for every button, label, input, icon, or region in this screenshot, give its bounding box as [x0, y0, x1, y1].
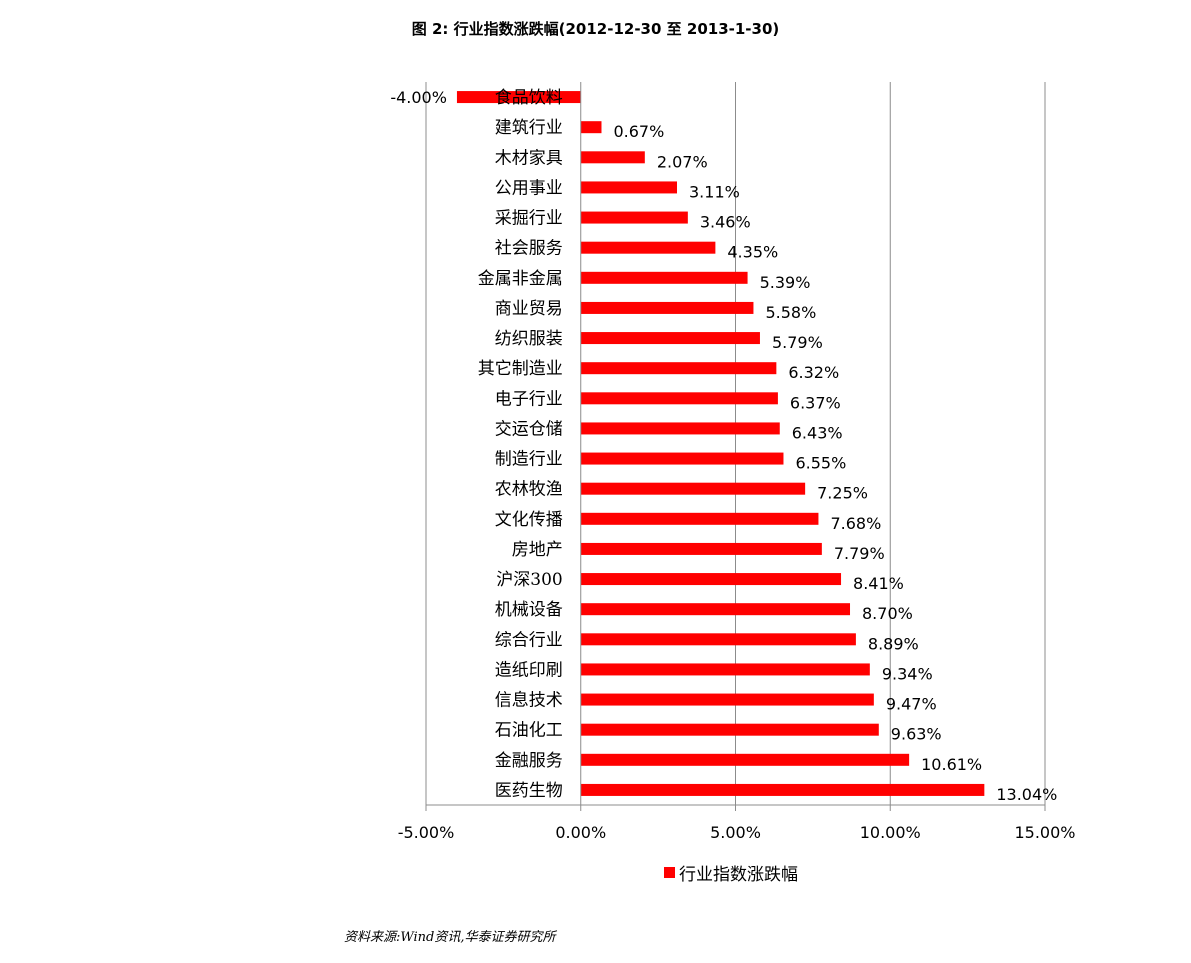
bar — [580, 603, 851, 616]
legend-label: 行业指数涨跌幅 — [679, 865, 798, 885]
bar — [580, 151, 645, 164]
gridlines — [425, 82, 1046, 805]
category-label: 金属非金属 — [478, 269, 563, 289]
x-tick-label: -5.00% — [398, 823, 455, 842]
category-label: 纺织服装 — [495, 329, 563, 349]
bars — [456, 91, 985, 796]
x-tick-label: 10.00% — [860, 823, 921, 842]
value-label: 4.35% — [727, 243, 778, 262]
bar — [580, 633, 856, 646]
value-label: 8.41% — [853, 574, 904, 593]
category-label: 文化传播 — [495, 510, 563, 530]
bar — [580, 271, 748, 284]
bar — [580, 241, 716, 254]
value-label: -4.00% — [390, 88, 447, 107]
chart-title: 图 2: 行业指数涨跌幅(2012-12-30 至 2013-1-30) — [411, 20, 780, 38]
labels: -5.00% 0.00% 5.00% 10.00% 15.00% 食品饮料建筑行业木材家具… — [390, 88, 1075, 842]
axes — [425, 82, 1046, 811]
value-label: 6.37% — [790, 393, 841, 412]
bar — [580, 693, 874, 706]
category-label: 食品饮料 — [495, 88, 563, 108]
bar — [580, 573, 842, 586]
value-label: 8.89% — [868, 634, 919, 653]
category-label: 石油化工 — [495, 721, 563, 741]
bar — [580, 452, 784, 465]
value-label: 7.25% — [817, 484, 868, 503]
bar — [580, 332, 760, 345]
category-label: 电子行业 — [495, 389, 563, 409]
category-label: 采掘行业 — [495, 209, 563, 229]
bar — [580, 121, 602, 134]
bar — [580, 783, 985, 796]
category-label: 综合行业 — [495, 630, 563, 650]
value-label: 8.70% — [862, 604, 913, 623]
category-label: 房地产 — [512, 540, 563, 560]
bar — [580, 181, 678, 194]
bar — [456, 91, 581, 104]
category-label: 制造行业 — [495, 450, 563, 470]
value-label: 6.43% — [792, 423, 843, 442]
value-label: 2.07% — [657, 152, 708, 171]
category-label: 农林牧渔 — [495, 480, 563, 500]
value-label: 5.79% — [772, 333, 823, 352]
category-label: 木材家具 — [495, 148, 563, 168]
bar — [580, 482, 806, 495]
value-label: 3.11% — [689, 182, 740, 201]
category-label: 医药生物 — [495, 781, 563, 801]
bar — [580, 753, 910, 766]
category-label: 机械设备 — [495, 600, 563, 620]
value-label: 5.39% — [760, 273, 811, 292]
category-label: 沪深300 — [496, 570, 562, 590]
category-label: 金融服务 — [495, 751, 563, 771]
x-tick-label: 0.00% — [555, 823, 606, 842]
bar — [580, 211, 688, 224]
value-label: 9.34% — [882, 664, 933, 683]
category-label: 建筑行业 — [495, 118, 563, 138]
bar — [580, 663, 870, 676]
bar — [580, 392, 778, 405]
value-label: 0.67% — [613, 122, 664, 141]
category-label: 造纸印刷 — [495, 660, 563, 680]
bar — [580, 422, 780, 435]
value-label: 6.55% — [795, 454, 846, 473]
category-label: 商业贸易 — [495, 299, 563, 319]
value-label: 9.47% — [886, 695, 937, 714]
value-label: 10.61% — [921, 755, 982, 774]
value-label: 6.32% — [788, 363, 839, 382]
legend-swatch — [664, 867, 675, 878]
category-label: 交运仓储 — [495, 419, 563, 439]
value-label: 7.68% — [830, 514, 881, 533]
bar — [580, 512, 819, 525]
value-label: 7.79% — [834, 544, 885, 563]
value-label: 9.63% — [891, 725, 942, 744]
bar — [580, 542, 822, 555]
legend: 行业指数涨跌幅 — [664, 860, 798, 885]
category-label: 社会服务 — [495, 239, 563, 259]
category-label: 信息技术 — [495, 691, 563, 711]
source-note: 资料来源:Wind资讯,华泰证券研究所 — [344, 930, 556, 945]
x-tick-label: 15.00% — [1014, 823, 1075, 842]
bar — [580, 301, 754, 314]
category-label: 其它制造业 — [478, 359, 563, 379]
bar — [580, 362, 777, 375]
value-label: 13.04% — [996, 785, 1057, 804]
category-label: 公用事业 — [495, 178, 563, 198]
x-tick-label: 5.00% — [710, 823, 761, 842]
value-label: 5.58% — [765, 303, 816, 322]
value-label: 3.46% — [700, 213, 751, 232]
bar — [580, 723, 879, 736]
